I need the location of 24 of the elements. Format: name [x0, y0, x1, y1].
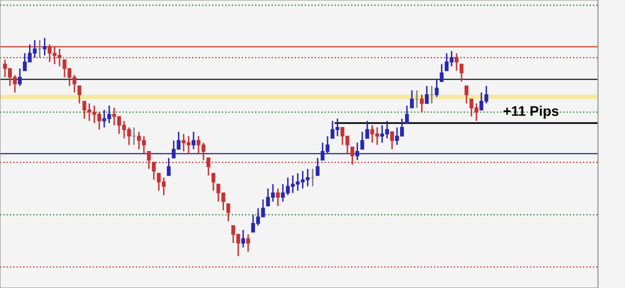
candlestick: [226, 203, 230, 222]
candlestick: [246, 234, 250, 252]
candlestick: [365, 120, 370, 140]
candlestick: [360, 131, 364, 150]
candlestick: [434, 78, 439, 98]
candlestick: [460, 63, 464, 82]
candlestick: [390, 131, 394, 150]
candlestick: [420, 94, 424, 113]
candlestick: [211, 172, 216, 192]
candlestick: [355, 142, 360, 161]
candlestick: [410, 90, 414, 108]
candlestick: [42, 37, 47, 56]
candlestick: [166, 157, 171, 176]
candlestick: [405, 104, 409, 124]
candlestick: [316, 157, 320, 176]
candlestick: [276, 188, 280, 207]
candlestick: [424, 85, 429, 104]
candlestick: [440, 63, 444, 82]
candlestick: [77, 85, 82, 104]
candlestick: [192, 131, 196, 150]
ref-line-label: +11 Pips: [504, 106, 558, 119]
candlestick: [241, 229, 246, 248]
candlestick: [464, 85, 468, 104]
candlestick: [18, 68, 22, 87]
